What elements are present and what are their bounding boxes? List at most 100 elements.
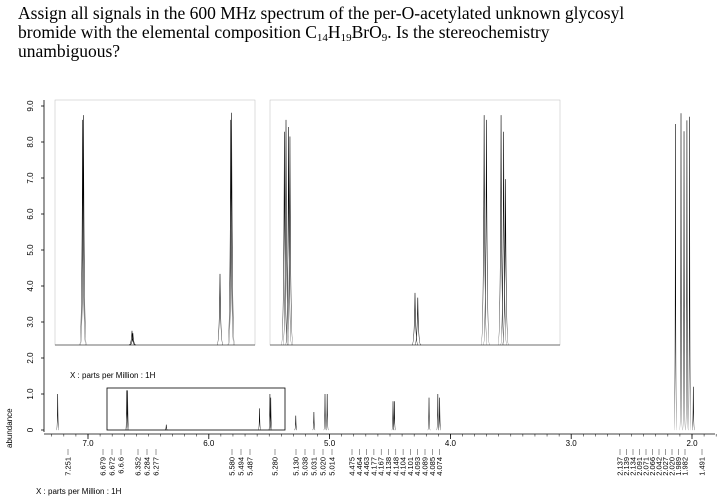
question: Assign all signals in the 600 MHz spectr… [18, 4, 628, 61]
formula: C14H19BrO9 [305, 22, 388, 44]
y-axis-label: abundance [5, 408, 14, 448]
formula-element: H [327, 22, 341, 42]
x-axis-label: X : parts per Million : 1H [36, 487, 122, 496]
x-tick-label: 3.0 [566, 439, 578, 448]
peak-label: 4.089 [421, 457, 430, 476]
peak [480, 115, 488, 346]
peak-label: 2.139 [622, 457, 631, 476]
peak [414, 297, 422, 346]
peak-label: 2.137 [616, 457, 625, 476]
peak-label: 4.093 [413, 457, 422, 476]
peak-label: 5.280 [271, 457, 280, 476]
peak [125, 390, 129, 431]
peak [228, 112, 235, 346]
peak-label: 4.138 [384, 457, 393, 476]
peak-label: 4.167 [377, 457, 386, 476]
peak [80, 115, 87, 346]
peak-label: 4.463 [362, 457, 371, 476]
formula-subscript: 9 [381, 32, 388, 44]
peak [56, 393, 60, 431]
peak [268, 393, 272, 431]
peak-label: 5.031 [310, 457, 319, 476]
peak-label: 4.177 [369, 457, 378, 476]
peak-label: 4.085 [428, 457, 437, 476]
peak-label: 2.071 [642, 457, 651, 476]
peak-label: 4.074 [435, 457, 444, 476]
peak-label: 2.091 [635, 457, 644, 476]
y-tick-label: 4.0 [26, 280, 35, 292]
peak [323, 393, 327, 431]
peak-label: 6.277 [152, 457, 161, 476]
peak-label: 6.352 [134, 457, 143, 476]
x-tick-label: 4.0 [445, 439, 457, 448]
peak [79, 119, 86, 346]
peak [258, 408, 262, 431]
formula-element: C [305, 22, 317, 42]
zoom-region [106, 387, 286, 431]
peak [436, 393, 440, 431]
peak-label: 5.487 [246, 457, 255, 476]
peak [129, 333, 136, 346]
peak [282, 119, 290, 346]
peak-label: 5.014 [328, 457, 337, 476]
formula-subscript: 19 [340, 32, 352, 44]
peak-label: 5.038 [301, 457, 310, 476]
peak [216, 273, 224, 346]
peak [502, 179, 509, 346]
peak [500, 131, 507, 346]
peak [286, 136, 294, 346]
peak-label: 5.580 [228, 457, 237, 476]
peak [164, 424, 168, 431]
peak [392, 401, 396, 431]
peak [325, 393, 329, 431]
peak-label: 4.148 [391, 457, 400, 476]
peak-label: 1.491 [698, 457, 707, 476]
inset-x-label: X : parts per Million : 1H [70, 371, 156, 380]
peak [411, 292, 419, 346]
peak-label: 4.464 [355, 457, 364, 476]
x-tick-label: 2.0 [686, 439, 698, 448]
peak-label: 4.101 [406, 457, 415, 476]
y-tick-label: 3.0 [26, 316, 35, 328]
peak [685, 120, 689, 431]
peak-label: 6.679 [99, 457, 108, 476]
peak [483, 119, 490, 346]
y-tick-label: 5.0 [26, 244, 35, 256]
peak [281, 131, 288, 346]
peak-label: 1.989 [674, 457, 683, 476]
peak [427, 397, 431, 431]
peak-label: 5.020 [319, 457, 328, 476]
y-tick-label: 0 [26, 427, 35, 432]
y-tick-label: 2.0 [26, 352, 35, 364]
peak [688, 116, 692, 431]
peak-label: 5.494 [237, 457, 246, 476]
x-tick-label: 6.0 [203, 439, 215, 448]
peak [312, 411, 316, 431]
x-tick-label: 7.0 [82, 439, 94, 448]
peak [691, 386, 695, 431]
peak-label: 2.066 [648, 457, 657, 476]
peak [679, 113, 683, 431]
peak-label: 4.475 [348, 457, 357, 476]
formula-element: BrO [351, 22, 382, 42]
peak [673, 123, 677, 431]
peak-label: 2.134 [629, 457, 638, 476]
question-lead: Assign all signals in the 600 MHz spectr… [18, 3, 625, 42]
x-tick-label: 5.0 [324, 439, 336, 448]
peak-label: 4.104 [399, 457, 408, 476]
y-tick-label: 8.0 [26, 136, 35, 148]
peak [126, 390, 130, 431]
peak-label: 1.982 [681, 457, 690, 476]
y-tick-label: 7.0 [26, 172, 35, 184]
peak-label: 6.284 [143, 457, 152, 476]
peak [682, 131, 686, 431]
question-tail: . Is the stereochemistry unambiguous? [18, 22, 550, 61]
y-tick-label: 6.0 [26, 208, 35, 220]
peak [128, 330, 136, 346]
peak-label: 7.251 [64, 457, 73, 476]
peak-label: 2.027 [661, 457, 670, 476]
peak-label: 2.020 [668, 457, 677, 476]
peak [269, 397, 273, 431]
